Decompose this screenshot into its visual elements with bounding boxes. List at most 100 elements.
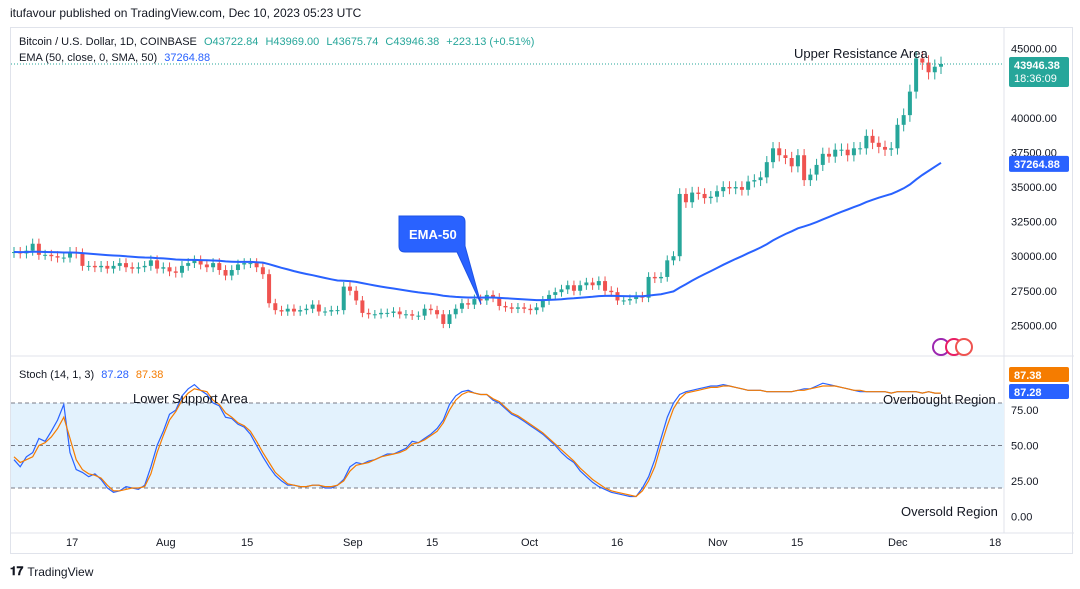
candle-body (671, 256, 676, 261)
candle-body (659, 276, 664, 279)
candle-body (578, 285, 583, 291)
candle-body (795, 155, 800, 167)
candle-body (379, 312, 384, 315)
candle-body (491, 294, 496, 298)
candle-body (179, 265, 184, 273)
candle-body (627, 299, 632, 301)
candle-body (889, 148, 894, 150)
candle-body (696, 192, 701, 194)
candle-body (621, 300, 626, 302)
chart-canvas[interactable]: 45000.0040000.0037500.0035000.0032500.00… (11, 28, 1074, 555)
ema-badge-bg (1009, 155, 1069, 172)
candle-body (814, 164, 819, 175)
stoch-tick-label: 75.00 (1011, 405, 1039, 417)
chart-panel[interactable]: 45000.00 40000.00 37500.00 35000.00 32500.00… (10, 27, 1074, 555)
candle-body (254, 263, 259, 268)
candle-body (217, 263, 222, 271)
time-tick-label: 16 (611, 537, 623, 549)
candle-body (509, 307, 514, 309)
candle-body (105, 265, 110, 269)
candle-body (571, 285, 576, 291)
candle-body (771, 148, 776, 163)
countdown-badge: 18:36:09 (1014, 73, 1057, 85)
time-tick-label: Sep (343, 537, 363, 549)
candle-body (758, 177, 763, 181)
candle-body (708, 196, 713, 199)
price-tick-label: 30000.00 (1011, 251, 1057, 263)
candle-body (61, 257, 66, 259)
candle-body (883, 146, 888, 150)
candle-body (827, 153, 832, 157)
candle-body (540, 300, 545, 308)
candle-body (43, 254, 48, 256)
time-tick-label: 15 (426, 537, 438, 549)
candle-body (360, 300, 365, 313)
oversold-label: Oversold Region (901, 504, 998, 519)
candle-body (291, 308, 296, 312)
candle-body (677, 193, 682, 257)
candle-body (739, 187, 744, 190)
candle-body (665, 260, 670, 277)
time-tick-label: Dec (888, 537, 908, 549)
candle-body (403, 314, 408, 316)
candle-body (416, 315, 421, 317)
candle-body (789, 158, 794, 167)
candle-body (211, 263, 216, 268)
candle-body (478, 299, 483, 301)
candle-body (285, 308, 290, 312)
stoch-k-value: 87.28 (101, 369, 129, 381)
candle-body (503, 305, 508, 308)
candle-body (497, 297, 502, 306)
candle-body (347, 286, 352, 291)
stoch-tick-label: 50.00 (1011, 441, 1039, 453)
candle-body (385, 312, 390, 314)
legend-change: +223.13 (+0.51%) (446, 36, 535, 48)
candle-body (851, 148, 856, 156)
candle-body (752, 180, 757, 182)
candle-body (123, 263, 128, 268)
candle-body (590, 282, 595, 286)
candle-body (161, 267, 166, 269)
candle-body (459, 303, 464, 309)
tradingview-logo-icon: 𝟏𝟕 (10, 564, 24, 578)
legend-open: O43722.84 (203, 36, 259, 48)
candle-body (55, 256, 60, 258)
candle-body (472, 299, 477, 305)
stoch-tick-label: 25.00 (1011, 476, 1039, 488)
candle-body (702, 193, 707, 199)
candle-body (142, 265, 147, 268)
candle-body (895, 124, 900, 149)
candle-body (652, 276, 657, 279)
price-badge-bg (1009, 56, 1069, 87)
symbol-legend: Bitcoin / U.S. Dollar, 1D, COINBASE O437… (19, 36, 538, 48)
stoch-d-badge: 87.38 (1014, 370, 1042, 382)
time-tick-label: 15 (791, 537, 803, 549)
candle-body (746, 181, 751, 190)
candle-body (148, 260, 153, 266)
candle-body (372, 314, 377, 316)
candle-body (733, 187, 738, 189)
candle-body (99, 265, 104, 268)
candle-body (397, 311, 402, 315)
time-tick-label: 17 (66, 537, 78, 549)
ema50-line (13, 161, 942, 302)
candle-body (634, 296, 639, 300)
candle-body (298, 310, 303, 312)
candle-body (808, 174, 813, 181)
symbol-title: Bitcoin / U.S. Dollar, 1D, COINBASE (19, 36, 197, 48)
candle-body (242, 263, 247, 265)
candle-body (447, 314, 452, 324)
candle-body (584, 282, 589, 286)
candle-body (229, 270, 234, 276)
footer: 𝟏𝟕 TradingView (10, 564, 93, 579)
candle-body (204, 264, 209, 268)
candle-body (547, 294, 552, 301)
candle-body (833, 149, 838, 157)
stoch-k-badge-bg (1009, 384, 1069, 399)
candle-body (167, 267, 172, 272)
candle-body (553, 292, 558, 295)
ema-label: EMA (50, close, 0, SMA, 50) (19, 52, 158, 64)
legend-low: L43675.74 (326, 36, 379, 48)
price-tick-label: 45000.00 (1011, 44, 1057, 56)
candle-body (870, 135, 875, 143)
